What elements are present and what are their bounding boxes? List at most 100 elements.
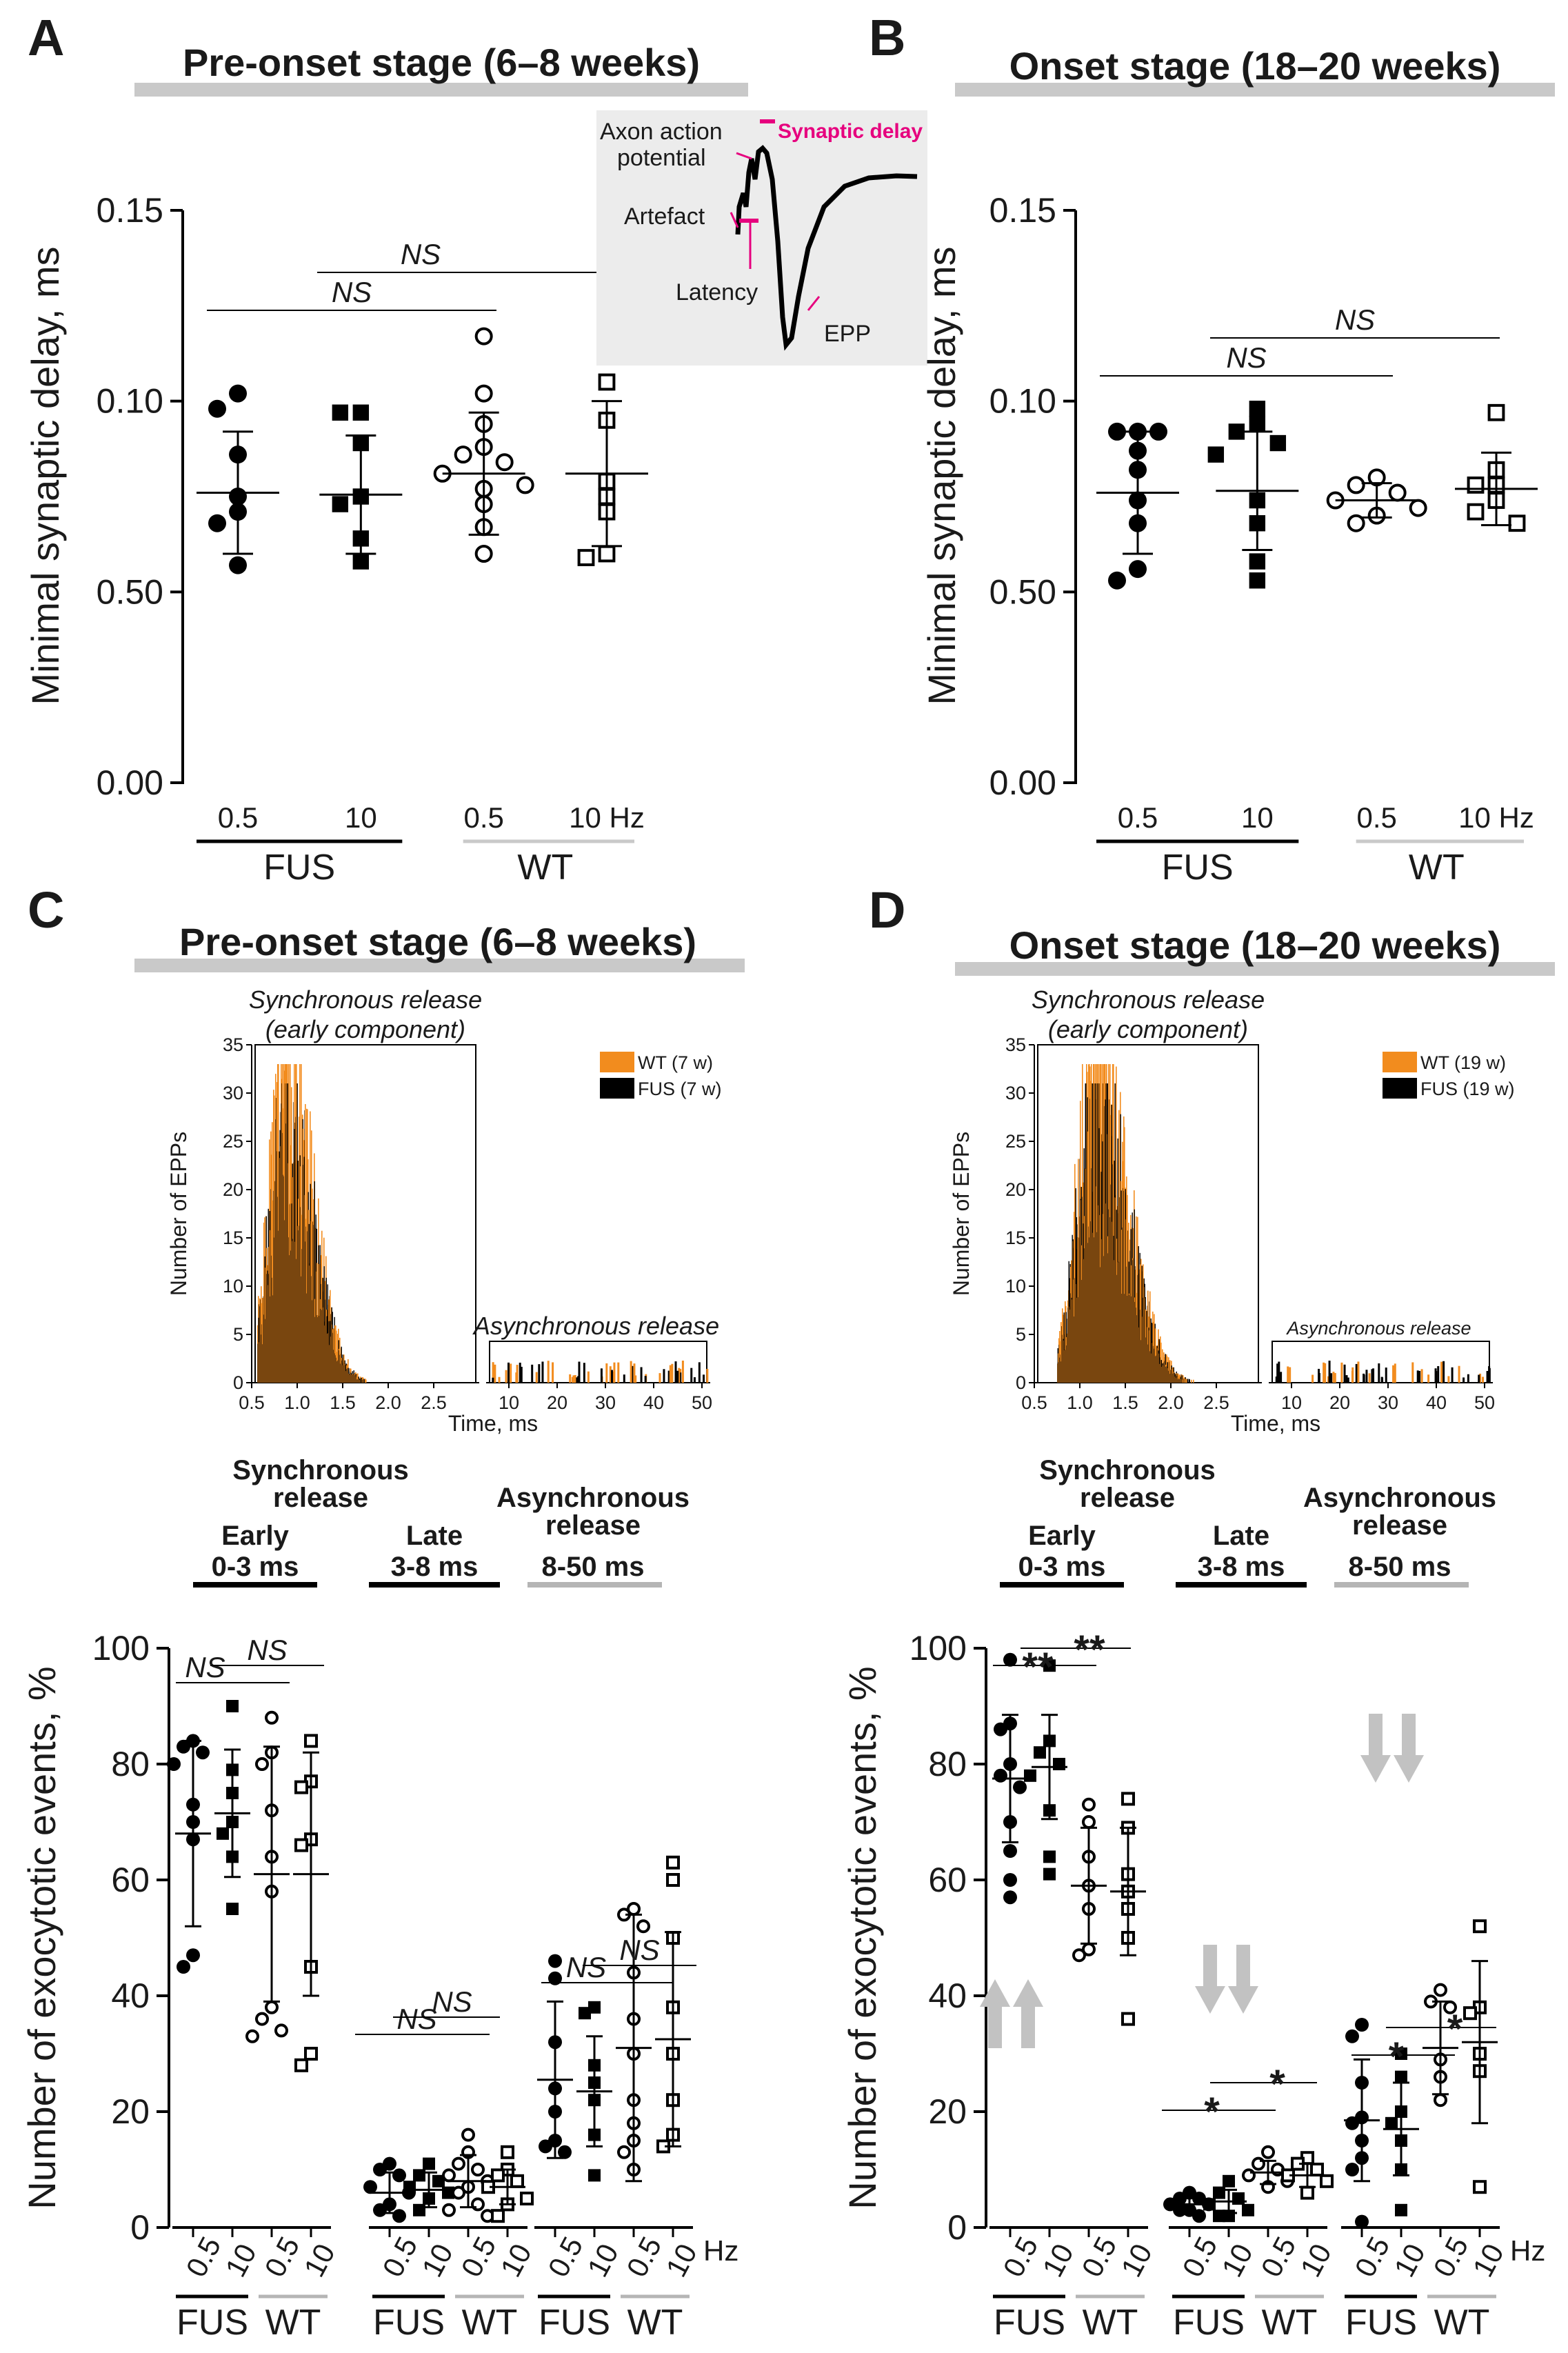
data-point	[1121, 2012, 1135, 2026]
data-point	[598, 373, 616, 391]
early-range: 0-3 ms	[212, 1552, 299, 1582]
hist-bar-async	[1323, 1362, 1325, 1383]
data-point	[196, 1745, 210, 1760]
panel-b-ylabel: Minimal synaptic delay, ms	[920, 247, 963, 705]
async-range: 8-50 ms	[1349, 1552, 1451, 1582]
data-point	[1249, 553, 1266, 570]
data-point	[1213, 2210, 1225, 2223]
hist-bar-async	[1347, 1377, 1349, 1383]
hist-bar-async	[1427, 1374, 1430, 1383]
hist-y-tick-label: 15	[223, 1228, 243, 1248]
data-point	[588, 2169, 601, 2182]
hz-label: Hz	[1510, 2234, 1545, 2267]
data-point	[1003, 1652, 1017, 1667]
x-category-label: 0.5	[218, 801, 258, 834]
hist-bar-wt	[1147, 1290, 1149, 1383]
hist-bar-wt	[336, 1330, 337, 1383]
hist-y-tick-label: 10	[223, 1276, 243, 1296]
data-point	[442, 2203, 456, 2217]
hist-bar-fus	[1107, 1083, 1108, 1383]
data-point	[1388, 483, 1407, 502]
hist-bar-wt	[1089, 1064, 1090, 1383]
data-point	[452, 2156, 465, 2171]
async-release-label: Asynchronous release	[1285, 1318, 1471, 1339]
hist-bar-async	[1488, 1368, 1491, 1383]
data-point	[229, 384, 247, 403]
sync-release-label: Synchronous release	[249, 985, 482, 1014]
async-header-line-2: release	[1352, 1510, 1447, 1541]
hist-x-tick-label: 1.0	[284, 1392, 310, 1413]
data-point	[167, 1757, 181, 1771]
hist-bar-wt	[272, 1200, 274, 1383]
data-point	[588, 2001, 601, 2014]
sync-release-sublabel: (early component)	[265, 1015, 465, 1043]
data-point	[1345, 2029, 1359, 2043]
hist-x-tick-label: 1.5	[330, 1392, 356, 1413]
hist-y-tick-label: 0	[233, 1372, 243, 1393]
hist-bar-async	[498, 1376, 501, 1383]
data-point	[994, 1768, 1007, 1783]
data-point	[1203, 2198, 1216, 2211]
data-point	[1300, 2185, 1314, 2200]
hist-bar-async	[1280, 1372, 1283, 1383]
late-label: Late	[1213, 1521, 1269, 1551]
x-category-label: 10 Hz	[569, 801, 645, 834]
data-point	[471, 2163, 485, 2176]
async-header-line-1: Asynchronous	[496, 1483, 690, 1513]
hist-bar-async	[492, 1377, 494, 1383]
significance-label: NS	[1226, 341, 1266, 374]
data-point	[579, 2007, 591, 2020]
async-header-line-1: Asynchronous	[1303, 1483, 1496, 1513]
hist-bar-async	[576, 1377, 579, 1383]
hist-bar-async	[1447, 1376, 1450, 1383]
x-category-label: 10	[659, 2239, 703, 2282]
hist-bar-async	[1385, 1368, 1387, 1383]
sync-header-line-2: release	[273, 1483, 368, 1513]
data-point	[1508, 514, 1526, 532]
panel-a-ylabel: Minimal synaptic delay, ms	[23, 247, 67, 705]
panel-c-title: Pre-onset stage (6–8 weeks)	[179, 920, 696, 963]
panel-a-letter: A	[28, 9, 64, 66]
data-point	[1355, 2018, 1369, 2032]
hist-xlabel: Time, ms	[1231, 1411, 1320, 1436]
x-category-label: 10	[1387, 2239, 1431, 2282]
epp-pointer	[807, 296, 821, 311]
data-point	[1043, 1868, 1056, 1881]
data-point	[186, 1948, 200, 1963]
hist-bar-async	[1368, 1373, 1371, 1383]
hist-bar-async	[676, 1370, 679, 1383]
data-point	[1347, 476, 1365, 494]
data-point	[495, 453, 514, 472]
x-category-label: 10	[1215, 2239, 1258, 2282]
data-point	[294, 1780, 308, 1794]
hist-bar-wt	[1178, 1373, 1179, 1383]
significance-label: **	[1022, 1645, 1054, 1690]
data-point	[1213, 2186, 1225, 2199]
data-point	[1024, 1769, 1036, 1782]
hist-bar-async	[1340, 1362, 1343, 1383]
hist-bar-async	[1324, 1363, 1327, 1383]
hist-bar-fus	[363, 1379, 365, 1383]
x-category-label: 10	[1466, 2239, 1509, 2282]
hist-bar-async	[703, 1374, 705, 1383]
panel-a-title: Pre-onset stage (6–8 weeks)	[183, 41, 700, 84]
data-point	[1395, 2070, 1407, 2083]
hist-bar-async	[535, 1372, 538, 1383]
x-category-label: 0.5	[1427, 2232, 1474, 2283]
hist-x-tick-label: 40	[643, 1392, 664, 1413]
data-point	[1347, 514, 1365, 532]
data-point	[1121, 1792, 1135, 1806]
increase-arrow	[1013, 1979, 1043, 2048]
hist-bar-fus	[1189, 1379, 1190, 1383]
data-point	[1355, 2214, 1369, 2229]
data-point	[1108, 422, 1126, 441]
data-point	[636, 1919, 650, 1934]
hist-bar-async	[1478, 1374, 1480, 1383]
data-point	[413, 2203, 425, 2216]
hist-bar-async	[520, 1366, 523, 1383]
data-point	[229, 556, 247, 574]
hist-bar-async	[1380, 1376, 1383, 1383]
panel-b-letter: B	[869, 9, 905, 66]
data-point	[1013, 1780, 1027, 1794]
